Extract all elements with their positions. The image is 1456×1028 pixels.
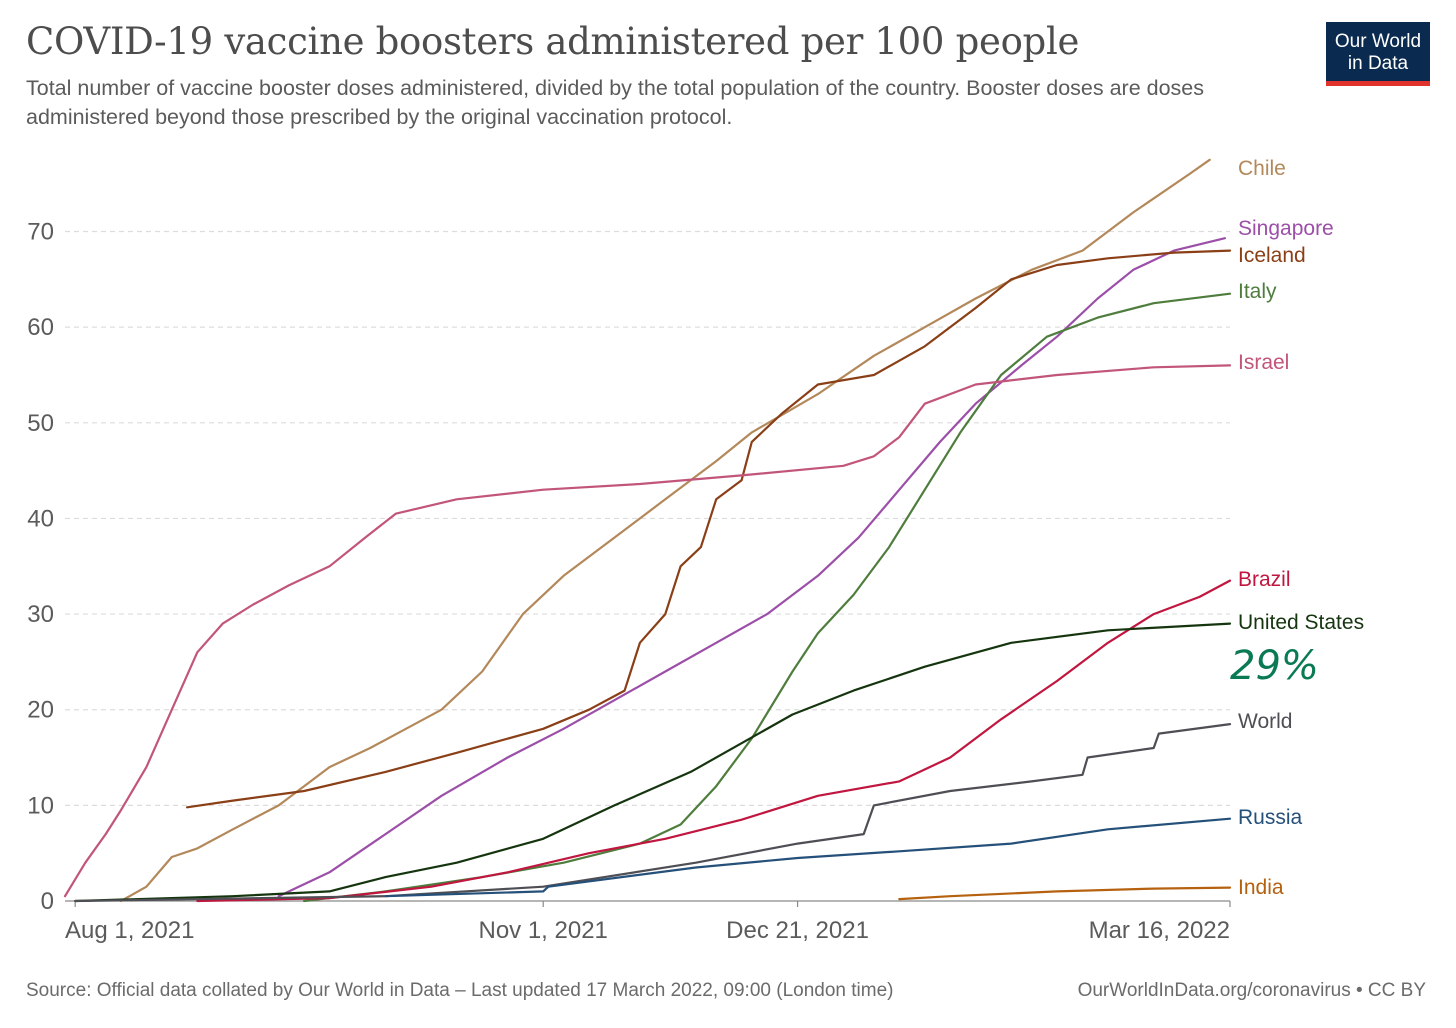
y-tick-label: 50 [27, 410, 54, 437]
series-line-iceland[interactable] [186, 249, 1232, 809]
x-tick-label: Nov 1, 2021 [478, 917, 607, 944]
series-label-singapore[interactable]: Singapore [1238, 217, 1334, 240]
series-label-italy[interactable]: Italy [1238, 280, 1277, 303]
series-line-chile[interactable] [119, 158, 1211, 903]
series-line-israel[interactable] [63, 364, 1232, 898]
logo-line-1: Our World [1334, 31, 1422, 52]
series-line-brazil[interactable] [196, 579, 1232, 903]
y-tick-label: 60 [27, 314, 54, 341]
chart-subtitle: Total number of vaccine booster doses ad… [26, 76, 1205, 129]
series-lines [63, 158, 1232, 903]
y-tick-label: 70 [27, 219, 54, 246]
series-line-united-states[interactable] [74, 622, 1232, 903]
x-tick-label: Mar 16, 2022 [1089, 917, 1230, 944]
y-tick-label: 30 [27, 601, 54, 628]
series-line-russia[interactable] [384, 817, 1232, 898]
logo-accent-bar [1326, 81, 1430, 86]
series-label-iceland[interactable]: Iceland [1238, 244, 1306, 267]
source-note: Source: Official data collated by Our Wo… [26, 980, 894, 1001]
series-labels: Chile Singapore Iceland Italy Israel Brazil Un… [1238, 157, 1364, 899]
x-axis: Aug 1, 2021 Nov 1, 2021 Dec 21, 2021 Mar 16… [65, 900, 1231, 944]
footer-link[interactable]: OurWorldInData.org/coronavirus • CC BY [1077, 980, 1426, 1001]
owid-logo[interactable]: Our World in Data [1326, 22, 1430, 86]
handwritten-annotation: 29% [1230, 643, 1319, 689]
x-tick-label: Aug 1, 2021 [65, 917, 194, 944]
series-line-singapore[interactable] [277, 237, 1226, 898]
series-line-italy[interactable] [303, 292, 1232, 903]
series-label-chile[interactable]: Chile [1238, 157, 1286, 180]
series-label-russia[interactable]: Russia [1238, 806, 1303, 829]
grid-lines [65, 230, 1230, 806]
series-label-india[interactable]: India [1238, 876, 1284, 899]
series-label-israel[interactable]: Israel [1238, 351, 1289, 374]
x-tick-label: Dec 21, 2021 [726, 917, 869, 944]
series-line-world[interactable] [74, 723, 1232, 903]
logo-line-2: in Data [1347, 53, 1409, 74]
series-label-world[interactable]: World [1238, 710, 1292, 733]
y-tick-label: 10 [27, 792, 54, 819]
footer: Source: Official data collated by Our Wo… [26, 980, 1426, 1002]
chart-title: COVID-19 vaccine boosters administered p… [26, 20, 1080, 63]
series-line-india[interactable] [898, 886, 1232, 901]
y-tick-label: 20 [27, 697, 54, 724]
y-tick-label: 0 [41, 888, 54, 915]
series-label-brazil[interactable]: Brazil [1238, 568, 1291, 591]
line-chart: 0 10 20 30 40 50 60 70 Aug 1, 2021 Nov 1, 2021 De… [27, 157, 1364, 944]
series-label-united-states[interactable]: United States [1238, 611, 1364, 634]
y-axis-ticks: 0 10 20 30 40 50 60 70 [27, 219, 54, 915]
y-tick-label: 40 [27, 505, 54, 532]
